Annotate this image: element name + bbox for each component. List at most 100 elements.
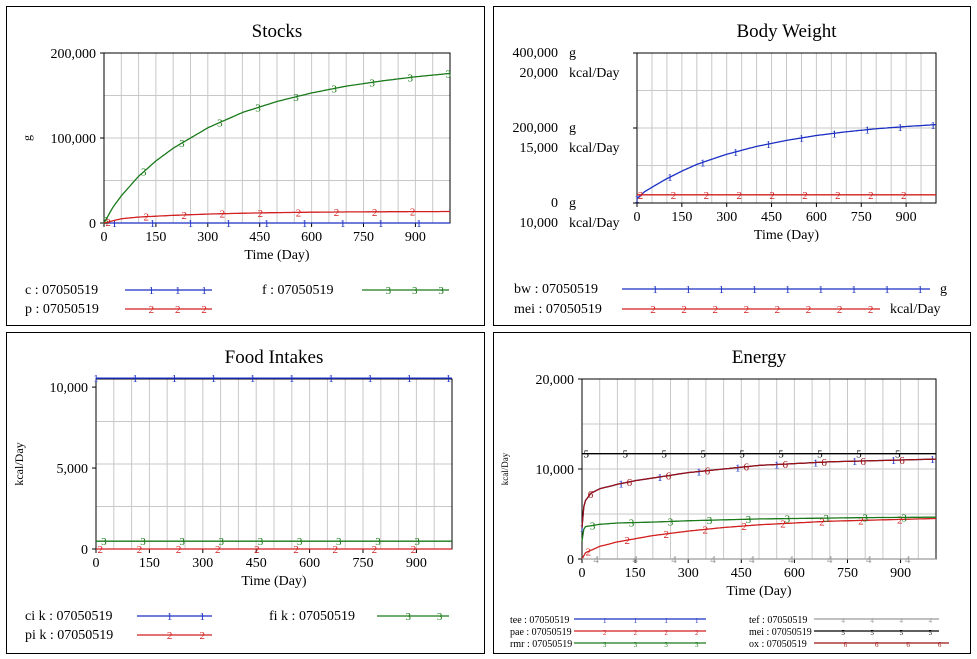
legend-marker: 1 xyxy=(884,284,890,296)
x-tick-label: 150 xyxy=(671,210,692,225)
series-marker: 4 xyxy=(632,554,638,566)
legend-marker: 2 xyxy=(603,629,607,637)
series-marker: 2 xyxy=(868,190,874,202)
legend-marker: 1 xyxy=(199,611,205,623)
legend-marker: 1 xyxy=(201,285,207,297)
series-marker: 3 xyxy=(590,520,596,532)
legend-marker: 2 xyxy=(681,304,687,316)
series-marker: 5 xyxy=(817,449,823,461)
legend-marker: 1 xyxy=(851,284,857,296)
y-tick-label: 400,000 xyxy=(513,46,559,61)
legend-marker: 2 xyxy=(167,630,173,642)
legend-marker: 1 xyxy=(167,611,173,623)
series-marker: 2 xyxy=(664,529,670,541)
series-marker: 2 xyxy=(741,521,747,533)
series-marker: 5 xyxy=(583,449,589,461)
legend-marker: 1 xyxy=(695,617,699,625)
series-marker: 3 xyxy=(217,117,223,129)
legend-label: pi k : 07050519 xyxy=(25,628,113,643)
legend-label: tee : 07050519 xyxy=(510,615,569,626)
series-marker: 2 xyxy=(835,190,841,202)
legend-marker: 1 xyxy=(719,284,725,296)
y-tick-label: 0 xyxy=(89,217,96,232)
series-marker: 1 xyxy=(799,133,805,145)
x-tick-label: 750 xyxy=(837,566,858,581)
series-marker: 2 xyxy=(410,207,416,219)
series-marker: 2 xyxy=(802,190,808,202)
series-marker: 2 xyxy=(737,190,743,202)
series-marker: 1 xyxy=(579,523,585,535)
series-marker: 6 xyxy=(588,489,594,501)
legend-marker: 4 xyxy=(870,617,874,625)
series-marker: 2 xyxy=(702,524,708,536)
series-marker: 3 xyxy=(336,536,342,548)
series-marker: 2 xyxy=(901,190,907,202)
x-axis-label: Time (Day) xyxy=(241,574,307,589)
x-tick-label: 300 xyxy=(192,556,213,571)
series-marker: 1 xyxy=(930,454,936,466)
series-marker: 3 xyxy=(219,536,225,548)
series-marker: 3 xyxy=(446,69,452,81)
series-marker: 2 xyxy=(334,207,340,219)
legend-marker: 2 xyxy=(664,629,668,637)
series-marker: 4 xyxy=(866,554,872,566)
legend-marker: 2 xyxy=(713,304,719,316)
y-tick-unit-alt: kcal/Day xyxy=(569,216,620,231)
series-line xyxy=(103,72,451,224)
x-tick-label: 600 xyxy=(784,566,805,581)
legend-marker: 5 xyxy=(929,629,933,637)
x-tick-label: 150 xyxy=(625,566,646,581)
series-marker: 5 xyxy=(778,449,784,461)
series-marker: 2 xyxy=(254,544,259,556)
series-marker: 3 xyxy=(369,77,375,89)
series-marker: 2 xyxy=(819,517,825,529)
series-marker: 3 xyxy=(824,513,830,525)
series-marker: 3 xyxy=(179,536,185,548)
legend-label: p : 07050519 xyxy=(25,302,99,317)
series-marker: 2 xyxy=(638,190,644,202)
chart-title: Body Weight xyxy=(737,21,838,42)
series-marker: 1 xyxy=(302,218,308,230)
series-marker: 1 xyxy=(407,373,413,385)
series-marker: 1 xyxy=(446,373,452,385)
series-marker: 2 xyxy=(105,217,111,229)
legend-marker: 3 xyxy=(634,641,638,649)
legend-marker: 1 xyxy=(785,284,791,296)
x-tick-label: 150 xyxy=(139,556,160,571)
legend-label: c : 07050519 xyxy=(25,283,98,298)
chart-body-weight: Body Weight 0 150 300 450 600 750 900 Time (Day)… xyxy=(513,21,948,317)
x-tick-label: 600 xyxy=(806,210,827,225)
y-tick-unit: g xyxy=(569,196,576,211)
legend-marker: 5 xyxy=(870,629,874,637)
series-marker: 2 xyxy=(671,190,677,202)
legend-marker: 4 xyxy=(841,617,845,625)
series-marker: 2 xyxy=(293,544,299,556)
y-tick-label: 200,000 xyxy=(51,47,97,62)
x-tick-label: 300 xyxy=(678,566,699,581)
series-marker: 2 xyxy=(176,544,182,556)
series-marker: 1 xyxy=(289,373,295,385)
series-marker: 6 xyxy=(666,471,672,483)
legend-marker: 1 xyxy=(818,284,824,296)
series-marker: 3 xyxy=(331,84,337,96)
series-marker: 1 xyxy=(634,194,640,206)
x-tick-label: 0 xyxy=(101,230,108,245)
legend-marker: 1 xyxy=(149,285,155,297)
y-tick-unit: g xyxy=(569,46,576,61)
series-line xyxy=(636,123,937,199)
series-marker: 3 xyxy=(103,215,109,227)
series-marker: 2 xyxy=(215,544,221,556)
y-tick-unit-alt: kcal/Day xyxy=(569,66,620,81)
series-marker: 1 xyxy=(774,460,780,472)
series-marker: 6 xyxy=(899,455,905,467)
series-marker: 1 xyxy=(328,373,334,385)
series-marker: 1 xyxy=(813,458,819,470)
x-tick-label: 900 xyxy=(890,566,911,581)
y-axis-label: g xyxy=(20,135,34,141)
series-marker: 4 xyxy=(710,554,716,566)
legend-label: ox : 07050519 xyxy=(749,639,807,650)
legend-marker: 1 xyxy=(634,617,638,625)
series-marker: 1 xyxy=(891,455,897,467)
legend-label: rmr : 07050519 xyxy=(510,639,572,650)
legend-label: pae : 07050519 xyxy=(510,627,572,638)
